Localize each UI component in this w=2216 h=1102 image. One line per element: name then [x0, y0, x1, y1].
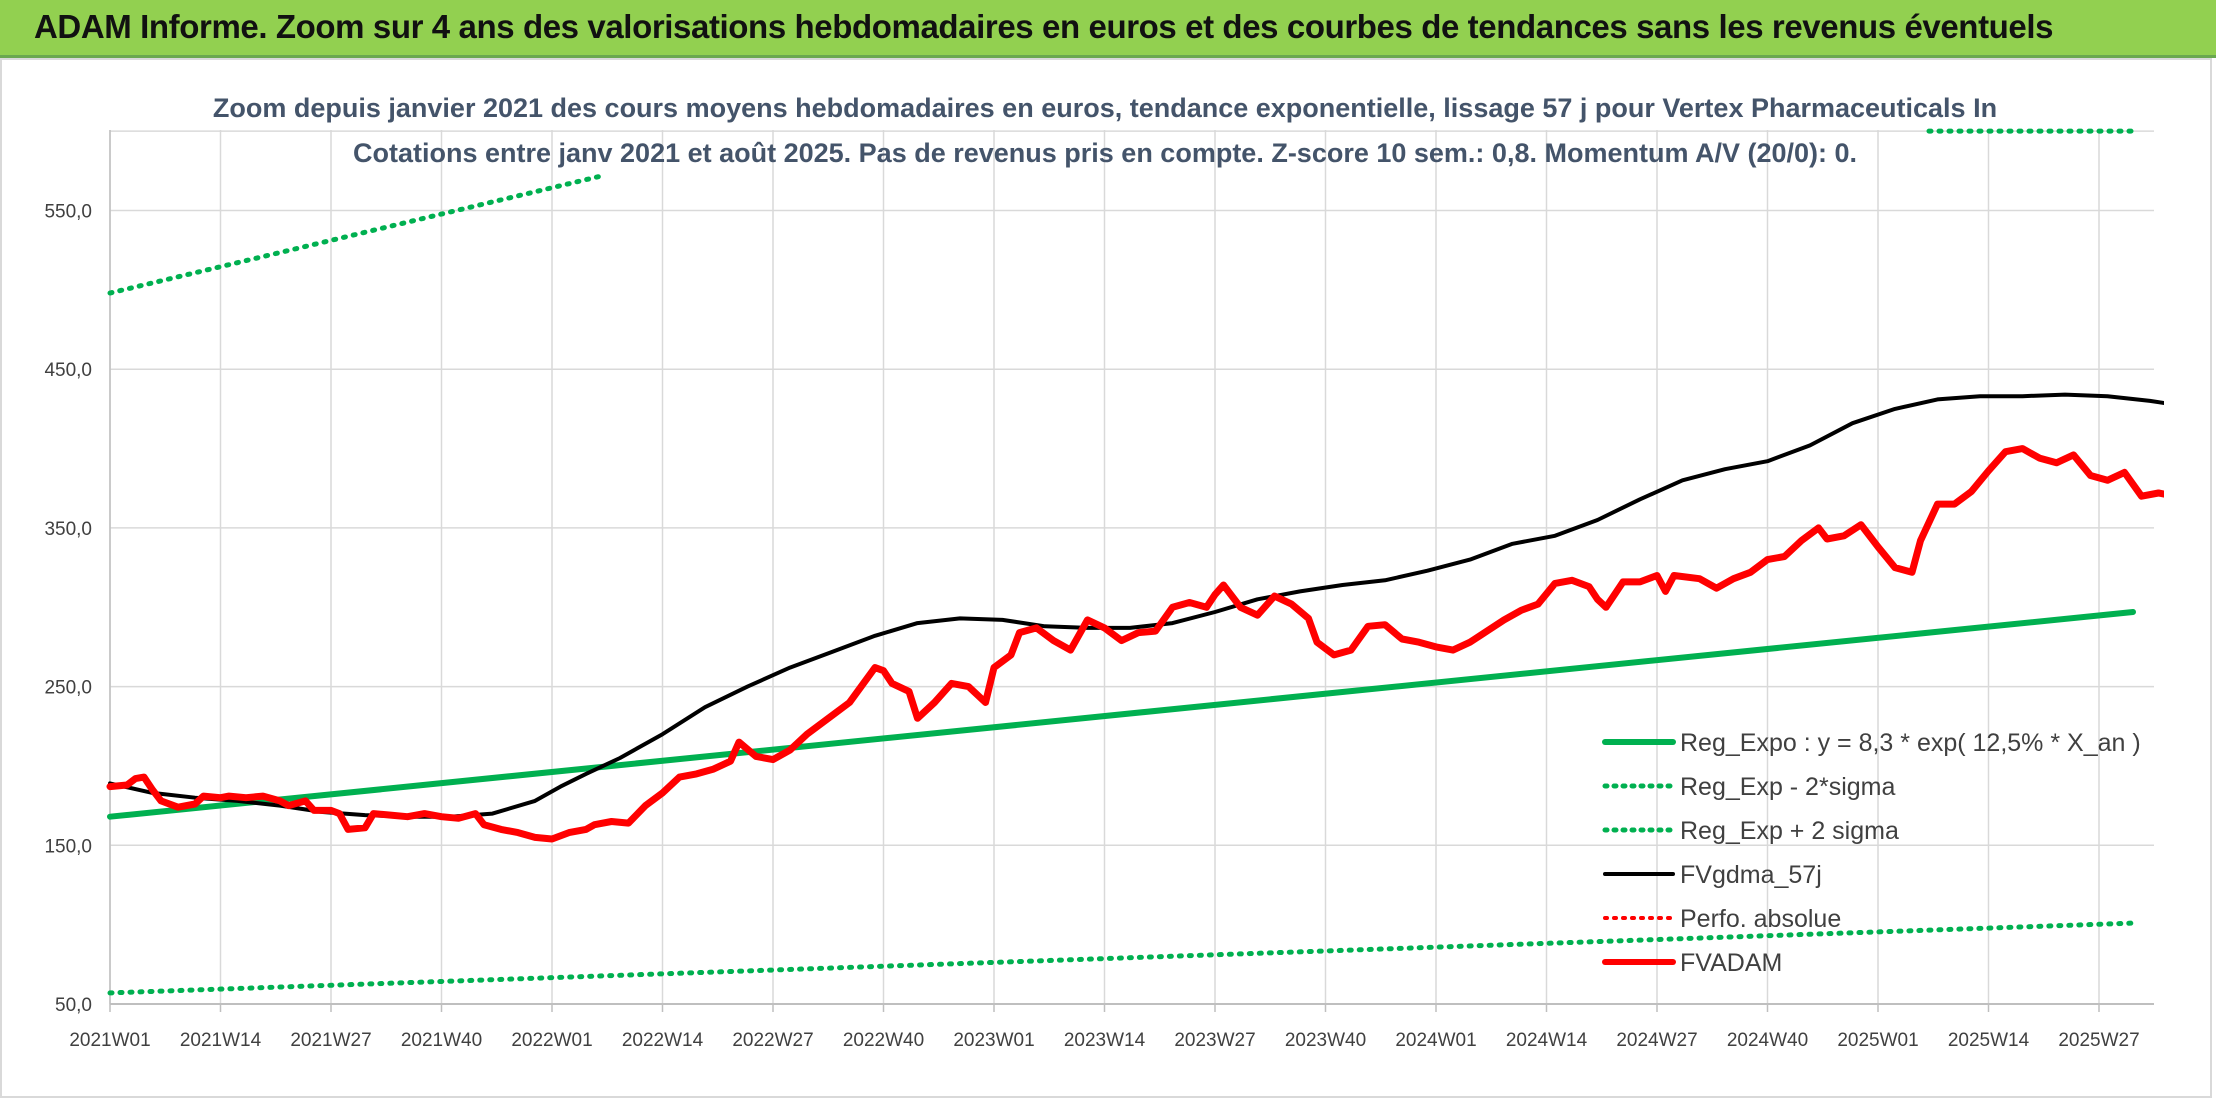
- legend-label: FVgdma_57j: [1680, 861, 1822, 889]
- x-tick-label: 2025W01: [1837, 1030, 1918, 1051]
- x-tick-label: 2024W14: [1506, 1030, 1588, 1051]
- x-tick-label: 2023W40: [1285, 1030, 1366, 1051]
- series-line-reg-exp-minus-2-sigma: [107, 920, 2136, 996]
- legend-reg-exp-minus-2-sigma: Reg_Exp - 2*sigma: [1602, 773, 1895, 801]
- x-tick-label: 2022W14: [622, 1030, 704, 1051]
- x-tick-label: 2022W27: [732, 1030, 813, 1051]
- x-tick-label: 2021W40: [401, 1030, 482, 1051]
- chart-frame: [0, 58, 2212, 1098]
- x-tick-label: 2021W14: [180, 1030, 262, 1051]
- chart-series: [106, 128, 2164, 996]
- x-tick-label: 2023W01: [953, 1030, 1034, 1051]
- x-tick-label: 2024W27: [1616, 1030, 1697, 1051]
- y-tick-label: 550,0: [44, 202, 92, 223]
- x-tick-label: 2023W14: [1064, 1030, 1146, 1051]
- legend-label: FVADAM: [1680, 949, 1782, 977]
- y-tick-label: 150,0: [44, 836, 92, 857]
- series-line-reg-exp-plus-2-sigma: [107, 173, 606, 296]
- legend-label: Perfo. absolue: [1680, 905, 1841, 933]
- x-tick-label: 2021W01: [69, 1030, 150, 1051]
- report-title: ADAM Informe. Zoom sur 4 ans des valoris…: [34, 8, 2054, 45]
- x-tick-label: 2025W14: [1948, 1030, 2030, 1051]
- legend-reg-exp-plus-2-sigma: Reg_Exp + 2 sigma: [1602, 817, 1899, 845]
- y-tick-label: 350,0: [44, 519, 92, 540]
- x-tick-label: 2024W40: [1727, 1030, 1808, 1051]
- chart-ticks: 50,0 150,0 250,0 350,0 450,0 550,0 2021W01 2021…: [44, 202, 2139, 1052]
- series-line-fvadam: [106, 445, 2164, 843]
- legend-reg-expo: Reg_Expo : y = 8,3 * exp( 12,5% * X_an ): [1602, 729, 2141, 757]
- chart-title: Zoom depuis janvier 2021 des cours moyen…: [213, 93, 1997, 123]
- chart-grid: [109, 130, 2154, 1012]
- legend-label: Reg_Exp + 2 sigma: [1680, 817, 1899, 845]
- y-tick-label: 50,0: [55, 995, 92, 1016]
- series-line-fvgdma-57j: [108, 392, 2164, 819]
- chart-subtitle: Cotations entre janv 2021 et août 2025. …: [353, 138, 1857, 168]
- x-tick-label: 2021W27: [290, 1030, 371, 1051]
- x-tick-label: 2025W27: [2058, 1030, 2139, 1051]
- series-line-reg-expo: [107, 609, 2136, 820]
- legend-fvadam: FVADAM: [1602, 949, 1782, 977]
- legend-label: Reg_Exp - 2*sigma: [1680, 773, 1895, 801]
- y-tick-label: 250,0: [44, 678, 92, 699]
- report-header: ADAM Informe. Zoom sur 4 ans des valoris…: [0, 0, 2216, 58]
- legend-fvgdma-57j: FVgdma_57j: [1603, 861, 1822, 889]
- x-tick-label: 2024W01: [1395, 1030, 1476, 1051]
- y-tick-label: 450,0: [44, 360, 92, 381]
- x-tick-label: 2023W27: [1174, 1030, 1255, 1051]
- x-tick-label: 2022W40: [843, 1030, 924, 1051]
- x-tick-label: 2022W01: [511, 1030, 592, 1051]
- legend-perfo-absolue: Perfo. absolue: [1603, 905, 1841, 933]
- chart-legend: Reg_Expo : y = 8,3 * exp( 12,5% * X_an )…: [1602, 729, 2141, 977]
- legend-label: Reg_Expo : y = 8,3 * exp( 12,5% * X_an ): [1680, 729, 2141, 757]
